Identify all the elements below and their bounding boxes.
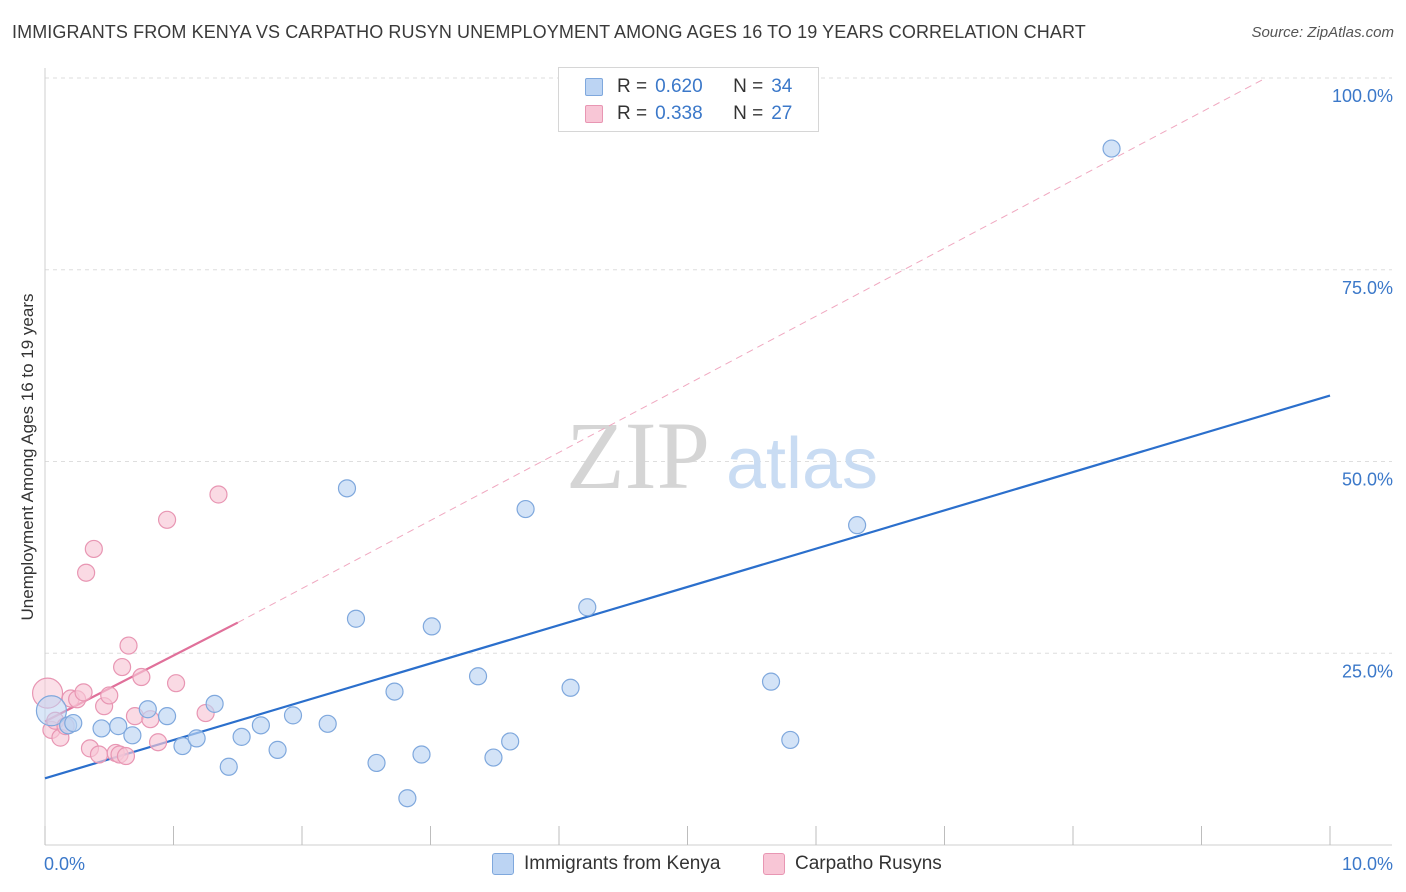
y-tick-label: 75.0%: [1342, 278, 1393, 298]
data-points: [31, 139, 1121, 808]
point-carpatho: [77, 563, 96, 582]
legend-row-kenya: R = 0.620 N = 34: [585, 75, 792, 99]
trend-extension-1: [237, 77, 1266, 624]
point-carpatho: [112, 657, 132, 677]
point-kenya: [283, 706, 303, 725]
legend-swatch-carpatho: [585, 105, 603, 123]
point-carpatho: [116, 746, 136, 766]
point-kenya: [205, 694, 224, 713]
watermark-atlas: atlas: [726, 424, 878, 504]
point-kenya: [1102, 139, 1121, 158]
point-kenya: [561, 678, 580, 697]
legend-r-value: 0.620: [655, 76, 703, 97]
bottom-legend-swatch-kenya: [492, 853, 514, 875]
x-tick-label: 0.0%: [44, 854, 85, 874]
point-kenya: [346, 609, 366, 628]
point-kenya: [781, 730, 800, 750]
point-kenya: [337, 479, 357, 498]
legend: R = 0.620 N = 34 R = 0.338 N = 27: [558, 67, 819, 132]
point-kenya: [848, 516, 867, 535]
point-kenya: [138, 700, 157, 719]
point-carpatho: [74, 683, 93, 702]
bottom-legend-label-carpatho: Carpatho Rusyns: [795, 853, 942, 874]
y-tick-label: 100.0%: [1332, 86, 1393, 106]
legend-n-value: 34: [771, 76, 793, 97]
bottom-legend-kenya: Immigrants from Kenya: [492, 852, 720, 876]
y-tick-label: 50.0%: [1342, 470, 1393, 490]
legend-n-value: 27: [771, 103, 793, 124]
point-carpatho: [89, 745, 109, 764]
point-kenya: [109, 717, 128, 736]
point-carpatho: [119, 636, 138, 655]
axes: [44, 68, 1392, 846]
bottom-legend-carpatho: Carpatho Rusyns: [763, 852, 942, 876]
tick-labels: 25.0% 50.0% 75.0% 100.0% 0.0% 10.0%: [44, 86, 1393, 874]
point-kenya: [468, 667, 488, 686]
point-kenya: [123, 726, 142, 745]
point-kenya: [219, 757, 238, 776]
point-kenya: [385, 682, 404, 701]
point-kenya: [232, 727, 251, 746]
watermark-zip: ZIP: [566, 402, 710, 509]
point-carpatho: [100, 686, 119, 705]
legend-r-label: R =: [617, 103, 648, 124]
point-kenya: [761, 672, 781, 691]
bottom-legend-swatch-carpatho: [763, 853, 785, 875]
point-kenya: [157, 707, 177, 726]
chart-title: IMMIGRANTS FROM KENYA VS CARPATHO RUSYN …: [12, 22, 1086, 42]
point-carpatho: [166, 674, 186, 693]
point-kenya: [398, 789, 417, 808]
point-kenya: [516, 499, 535, 519]
point-carpatho: [209, 485, 228, 504]
point-kenya: [318, 714, 337, 733]
bottom-legend-label-kenya: Immigrants from Kenya: [524, 853, 721, 874]
point-kenya: [484, 748, 503, 767]
trend-line-0: [44, 394, 1331, 780]
grid-lines: [45, 77, 1392, 654]
point-kenya: [367, 753, 386, 773]
point-kenya: [187, 729, 206, 748]
x-tick-label: 10.0%: [1342, 854, 1393, 874]
point-carpatho: [157, 510, 177, 529]
legend-row-carpatho: R = 0.338 N = 27: [585, 102, 792, 126]
point-kenya: [35, 695, 68, 727]
point-kenya: [251, 716, 270, 735]
point-kenya: [422, 617, 441, 636]
legend-n-label: N =: [733, 76, 764, 97]
legend-swatch-kenya: [585, 78, 603, 96]
legend-n-label: N =: [733, 103, 764, 124]
point-kenya: [92, 719, 111, 738]
point-kenya: [501, 732, 520, 751]
watermark: ZIP atlas: [566, 402, 878, 509]
point-carpatho: [148, 733, 168, 752]
point-carpatho: [132, 667, 151, 687]
point-kenya: [578, 598, 597, 617]
point-kenya: [412, 745, 431, 764]
legend-r-value: 0.338: [655, 103, 703, 124]
point-kenya: [173, 736, 192, 756]
point-kenya: [64, 713, 83, 733]
source-label: Source: ZipAtlas.com: [1251, 24, 1394, 41]
y-tick-label: 25.0%: [1342, 661, 1393, 681]
legend-r-label: R =: [617, 76, 648, 97]
point-carpatho: [84, 539, 103, 559]
point-kenya: [268, 740, 287, 759]
